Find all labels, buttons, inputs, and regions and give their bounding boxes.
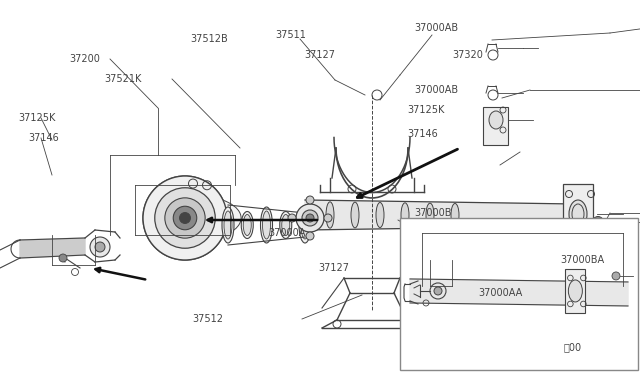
Ellipse shape xyxy=(299,207,311,243)
Ellipse shape xyxy=(326,202,334,228)
Text: 37000A: 37000A xyxy=(269,228,306,237)
Ellipse shape xyxy=(489,111,503,129)
Ellipse shape xyxy=(280,212,292,238)
Ellipse shape xyxy=(568,280,582,302)
Circle shape xyxy=(612,272,620,280)
Circle shape xyxy=(90,237,110,257)
Text: 37000BA: 37000BA xyxy=(561,256,605,265)
Circle shape xyxy=(173,206,196,230)
Circle shape xyxy=(173,206,196,230)
Text: 37146: 37146 xyxy=(407,129,438,139)
Ellipse shape xyxy=(451,203,459,227)
Circle shape xyxy=(164,197,206,239)
Circle shape xyxy=(306,214,314,222)
Ellipse shape xyxy=(401,203,409,227)
Ellipse shape xyxy=(351,202,359,228)
Circle shape xyxy=(288,214,296,222)
Circle shape xyxy=(143,176,227,260)
Ellipse shape xyxy=(224,211,232,239)
Ellipse shape xyxy=(376,202,384,228)
Text: 37200: 37200 xyxy=(69,54,100,64)
Text: 37000AB: 37000AB xyxy=(414,85,458,95)
Bar xyxy=(565,269,586,313)
Text: 37512: 37512 xyxy=(192,314,223,324)
Text: 37125K: 37125K xyxy=(407,105,444,115)
Circle shape xyxy=(179,212,191,224)
Circle shape xyxy=(302,210,318,226)
Ellipse shape xyxy=(301,211,309,239)
Circle shape xyxy=(165,198,205,238)
Polygon shape xyxy=(20,238,85,258)
Circle shape xyxy=(155,188,215,248)
Polygon shape xyxy=(410,279,628,306)
Polygon shape xyxy=(305,200,585,230)
Ellipse shape xyxy=(243,215,252,235)
Circle shape xyxy=(95,242,105,252)
Text: 37512B: 37512B xyxy=(191,34,228,44)
Bar xyxy=(563,184,593,244)
Bar xyxy=(483,107,508,145)
Ellipse shape xyxy=(262,211,271,239)
Circle shape xyxy=(306,196,314,204)
Text: 37146: 37146 xyxy=(28,133,59,142)
Circle shape xyxy=(593,217,604,228)
Circle shape xyxy=(306,232,314,240)
Text: 37521K: 37521K xyxy=(104,74,141,84)
Text: 37000AB: 37000AB xyxy=(414,23,458,33)
Ellipse shape xyxy=(282,215,290,235)
Circle shape xyxy=(324,214,332,222)
Text: 37511: 37511 xyxy=(275,31,306,40)
Circle shape xyxy=(143,176,227,260)
Text: 37000B: 37000B xyxy=(414,208,452,218)
Ellipse shape xyxy=(569,200,587,228)
Ellipse shape xyxy=(426,203,434,227)
Text: 37320: 37320 xyxy=(452,50,483,60)
Text: 37127: 37127 xyxy=(319,263,349,273)
Circle shape xyxy=(155,188,215,248)
Circle shape xyxy=(59,254,67,262)
Circle shape xyxy=(180,212,191,224)
Text: 37127: 37127 xyxy=(305,50,335,60)
Text: 37000AA: 37000AA xyxy=(479,288,523,298)
Text: 37125K: 37125K xyxy=(18,113,55,123)
Ellipse shape xyxy=(222,207,234,243)
Circle shape xyxy=(296,204,324,232)
Text: ㍰00: ㍰00 xyxy=(563,342,581,352)
Bar xyxy=(400,218,638,370)
Ellipse shape xyxy=(260,207,273,243)
Ellipse shape xyxy=(153,196,241,240)
Circle shape xyxy=(434,287,442,295)
Ellipse shape xyxy=(241,212,253,238)
Circle shape xyxy=(596,221,605,230)
